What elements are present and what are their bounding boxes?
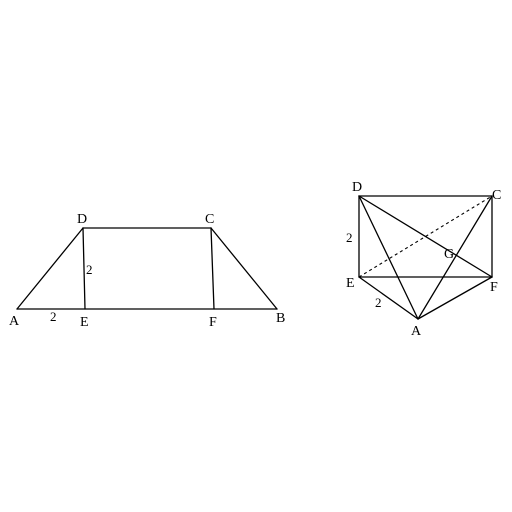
segment-DA bbox=[358, 195, 419, 320]
label-point-F: F bbox=[209, 315, 217, 330]
label-point-G: G bbox=[444, 247, 454, 262]
segment-CB bbox=[210, 227, 278, 310]
segment-EA bbox=[358, 276, 419, 320]
figure-left-trapezoid: A B C D E F 2 2 bbox=[9, 212, 285, 330]
label-point-E: E bbox=[80, 315, 89, 330]
label-length-DE: 2 bbox=[86, 262, 93, 277]
label-point-A: A bbox=[411, 324, 422, 339]
label-point-A: A bbox=[9, 314, 20, 329]
label-point-B: B bbox=[276, 311, 285, 326]
label-length-DE: 2 bbox=[346, 230, 353, 245]
segment-DE bbox=[82, 227, 86, 310]
label-point-C: C bbox=[205, 212, 214, 227]
label-point-C: C bbox=[492, 188, 501, 203]
label-point-D: D bbox=[352, 180, 362, 195]
segment-AC bbox=[417, 195, 493, 320]
segment-DF bbox=[358, 195, 493, 278]
label-point-D: D bbox=[77, 212, 87, 227]
figure-right-solid: D C E F A G 2 2 bbox=[346, 180, 501, 339]
segment-CF bbox=[210, 227, 215, 310]
segment-AF bbox=[417, 276, 493, 320]
label-point-F: F bbox=[490, 280, 498, 295]
label-length-AE: 2 bbox=[50, 309, 57, 324]
label-point-E: E bbox=[346, 276, 355, 291]
segment-AD bbox=[16, 227, 84, 310]
segment-EC-hidden bbox=[358, 195, 493, 278]
label-length-EA: 2 bbox=[375, 295, 382, 310]
